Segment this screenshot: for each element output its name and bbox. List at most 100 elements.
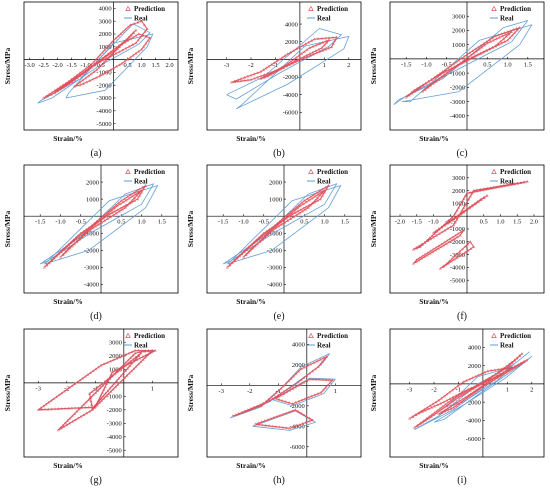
prediction-marker [447,68,451,72]
prediction-marker [286,219,290,222]
prediction-marker [430,234,434,237]
x-tick-label: 1 [334,388,337,395]
prediction-marker [453,216,457,219]
prediction-marker [454,397,458,401]
prediction-marker [106,217,110,220]
prediction-marker [59,426,63,430]
prediction-marker [451,388,454,392]
prediction-marker [467,197,471,201]
prediction-marker [307,419,311,423]
prediction-marker [244,252,248,256]
prediction-marker [64,83,68,86]
prediction-marker [140,47,144,51]
prediction-marker [456,63,459,67]
prediction-marker [485,381,489,384]
x-tick-label: -2 [431,386,436,393]
prediction-marker [292,208,295,211]
prediction-marker [431,402,435,406]
prediction-marker [247,408,250,412]
prediction-marker [302,206,305,210]
prediction-marker [135,193,139,197]
prediction-marker [97,65,101,69]
prediction-marker [328,381,332,384]
prediction-marker [121,371,125,375]
prediction-marker [255,242,259,246]
prediction-marker [56,407,60,410]
x-axis-title: Strain/% [53,297,83,306]
prediction-marker [94,58,98,61]
prediction-marker [304,420,308,424]
prediction-marker [465,200,469,204]
plot-frame [23,1,179,131]
prediction-marker [457,58,461,62]
prediction-marker [437,412,441,416]
prediction-marker [288,212,292,216]
prediction-marker [106,389,110,392]
prediction-marker [324,385,328,389]
prediction-marker [299,56,303,60]
prediction-marker [106,52,110,56]
prediction-marker [522,360,526,363]
prediction-marker [326,383,330,387]
prediction-marker [449,64,453,68]
prediction-marker [76,416,80,420]
y-tick-label: -3000 [450,252,465,259]
prediction-curve [231,36,338,83]
prediction-marker [327,38,331,42]
y-tick-label: -2000 [450,239,465,246]
prediction-marker [141,358,145,361]
prediction-marker [131,191,135,195]
prediction-marker [98,74,102,78]
prediction-marker [55,395,59,398]
y-tick-label: -2000 [107,407,122,414]
prediction-marker [446,66,450,69]
prediction-marker [128,201,132,204]
prediction-marker [127,371,131,375]
prediction-marker [267,424,271,427]
legend: Prediction Real [490,5,531,23]
prediction-marker [132,367,136,370]
prediction-marker [265,73,269,77]
prediction-marker [466,55,470,59]
x-tick-label: -2 [248,62,253,69]
legend-real-label: Real [500,178,514,186]
prediction-marker [312,361,316,364]
prediction-marker [500,184,504,188]
prediction-marker [423,87,427,91]
x-tick-label: 1.0 [496,219,504,226]
prediction-marker [429,82,432,86]
prediction-marker [127,35,131,39]
prediction-marker [61,84,65,88]
prediction-marker [309,203,313,207]
prediction-marker [426,85,430,89]
prediction-marker [97,399,101,403]
y-tick-label: 1000 [452,42,465,49]
prediction-marker [458,249,462,253]
prediction-marker [410,90,414,94]
prediction-marker [455,401,458,405]
prediction-marker [447,261,451,265]
prediction-marker [291,387,295,390]
prediction-marker [436,403,440,406]
prediction-marker [284,64,288,68]
prediction-marker [313,198,317,202]
prediction-marker [510,367,514,371]
prediction-marker [269,417,273,420]
legend-prediction-label: Prediction [317,332,348,340]
prediction-marker [110,384,114,387]
legend-prediction-label: Prediction [134,168,165,176]
prediction-marker [459,382,463,386]
prediction-marker [250,243,254,247]
prediction-marker [467,205,471,209]
prediction-marker [508,363,512,367]
prediction-marker [415,86,419,90]
prediction-marker [458,254,462,258]
prediction-marker [133,196,137,199]
prediction-marker [315,359,319,363]
prediction-marker [290,212,294,216]
prediction-marker [491,36,494,40]
prediction-marker [441,404,445,408]
prediction-marker [274,226,278,230]
prediction-marker [153,348,157,352]
prediction-marker [453,233,457,237]
